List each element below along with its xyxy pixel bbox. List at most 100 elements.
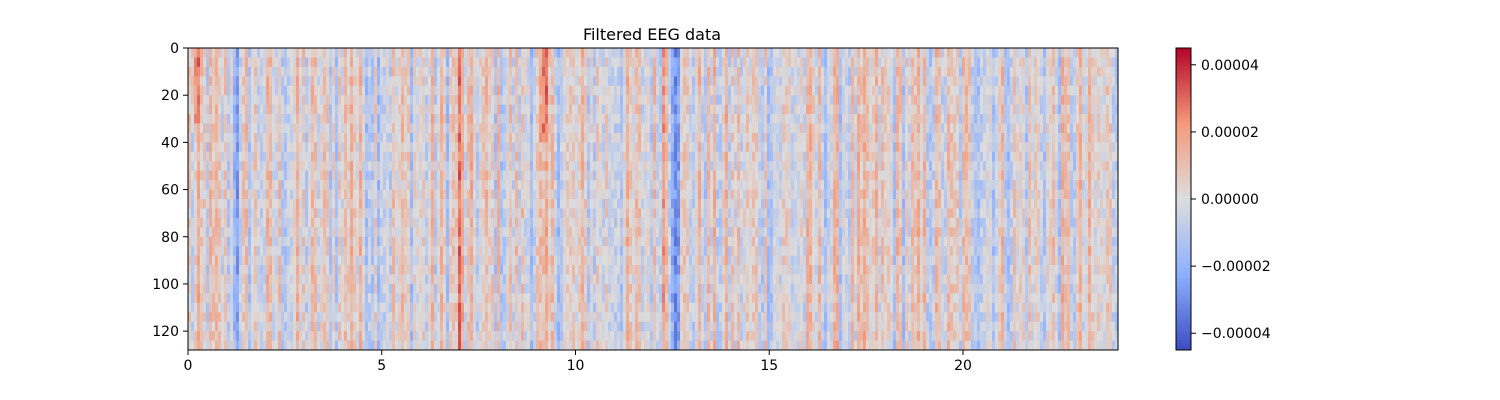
- heatmap-cell: [554, 331, 558, 341]
- heatmap-cell: [446, 199, 450, 209]
- heatmap-cell: [311, 132, 315, 143]
- heatmap-cell: [497, 340, 501, 351]
- heatmap-cell: [359, 66, 363, 77]
- heatmap-cell: [476, 236, 480, 247]
- heatmap-cell: [401, 227, 405, 238]
- heatmap-cell: [506, 57, 510, 68]
- heatmap-cell: [473, 76, 477, 87]
- heatmap-cell: [362, 217, 366, 228]
- heatmap-cell: [533, 255, 537, 266]
- heatmap-cell: [263, 217, 267, 228]
- heatmap-cell: [536, 283, 540, 294]
- heatmap-cell: [338, 48, 342, 58]
- heatmap-cell: [500, 180, 504, 190]
- heatmap-cell: [302, 293, 306, 304]
- heatmap-cell: [458, 246, 462, 257]
- heatmap-cell: [239, 293, 243, 304]
- heatmap-cell: [464, 199, 468, 209]
- heatmap-cell: [599, 142, 603, 153]
- heatmap-cell: [542, 265, 546, 275]
- heatmap-cell: [410, 340, 414, 351]
- heatmap-cell: [518, 246, 522, 257]
- heatmap-cell: [281, 85, 285, 96]
- heatmap-cell: [269, 66, 273, 77]
- heatmap-cell: [518, 274, 522, 285]
- heatmap-cell: [377, 161, 381, 172]
- heatmap-cell: [644, 114, 648, 124]
- heatmap-cell: [281, 293, 285, 304]
- heatmap-cell: [599, 199, 603, 209]
- heatmap-cell: [308, 142, 312, 153]
- heatmap-cell: [338, 236, 342, 247]
- heatmap-cell: [446, 189, 450, 200]
- heatmap-cell: [293, 274, 297, 285]
- heatmap-cell: [632, 114, 636, 124]
- heatmap-cell: [404, 340, 408, 351]
- heatmap-cell: [371, 57, 375, 68]
- heatmap-cell: [377, 48, 381, 58]
- heatmap-cell: [437, 132, 441, 143]
- heatmap-cell: [647, 170, 651, 181]
- heatmap-cell: [542, 236, 546, 247]
- heatmap-cell: [545, 293, 549, 304]
- heatmap-cell: [533, 170, 537, 181]
- heatmap-cell: [488, 265, 492, 275]
- heatmap-cell: [575, 274, 579, 285]
- heatmap-cell: [386, 312, 390, 323]
- heatmap-cell: [206, 340, 210, 351]
- heatmap-cell: [545, 114, 549, 124]
- heatmap-cell: [389, 283, 393, 294]
- heatmap-cell: [194, 66, 198, 77]
- heatmap-cell: [266, 170, 270, 181]
- heatmap-cell: [275, 123, 279, 134]
- heatmap-cell: [422, 236, 426, 247]
- heatmap-cell: [353, 255, 357, 266]
- heatmap-cell: [554, 274, 558, 285]
- heatmap-cell: [614, 123, 618, 134]
- heatmap-cell: [446, 293, 450, 304]
- heatmap-cell: [242, 293, 246, 304]
- heatmap-cell: [395, 123, 399, 134]
- heatmap-cell: [629, 283, 633, 294]
- heatmap-cell: [248, 151, 252, 162]
- heatmap-cell: [530, 293, 534, 304]
- heatmap-cell: [644, 104, 648, 115]
- heatmap-cell: [590, 123, 594, 134]
- heatmap-cell: [632, 227, 636, 238]
- heatmap-cell: [584, 57, 588, 68]
- heatmap-cell: [329, 208, 333, 219]
- heatmap-cell: [599, 161, 603, 172]
- heatmap-cell: [488, 95, 492, 106]
- heatmap-cell: [611, 265, 615, 275]
- heatmap-cell: [269, 255, 273, 266]
- heatmap-cell: [350, 293, 354, 304]
- heatmap-cell: [299, 208, 303, 219]
- heatmap-cell: [560, 57, 564, 68]
- heatmap-cell: [515, 227, 519, 238]
- heatmap-cell: [563, 265, 567, 275]
- heatmap-cell: [392, 48, 396, 58]
- heatmap-cell: [650, 208, 654, 219]
- heatmap-cell: [227, 293, 231, 304]
- heatmap-cell: [431, 265, 435, 275]
- heatmap-cell: [287, 283, 291, 294]
- heatmap-cell: [446, 274, 450, 285]
- heatmap-cell: [494, 180, 498, 190]
- heatmap-cell: [356, 48, 360, 58]
- heatmap-cell: [269, 217, 273, 228]
- heatmap-cell: [437, 293, 441, 304]
- heatmap-cell: [284, 199, 288, 209]
- heatmap-cell: [476, 66, 480, 77]
- heatmap-cell: [425, 123, 429, 134]
- heatmap-cell: [530, 208, 534, 219]
- heatmap-cell: [311, 85, 315, 96]
- heatmap-cell: [329, 255, 333, 266]
- heatmap-cell: [491, 331, 495, 341]
- heatmap-cell: [281, 142, 285, 153]
- heatmap-cell: [356, 189, 360, 200]
- heatmap-cell: [461, 132, 465, 143]
- heatmap-cell: [500, 246, 504, 257]
- heatmap-cell: [428, 265, 432, 275]
- heatmap-cell: [647, 217, 651, 228]
- heatmap-cell: [356, 180, 360, 190]
